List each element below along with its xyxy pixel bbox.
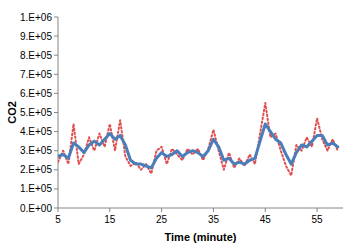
y-tick-label: 4.E+05 xyxy=(20,126,52,137)
y-tick-label: 8.E+05 xyxy=(20,50,52,61)
line-series xyxy=(58,103,338,176)
y-tick-label: 1.E+06 xyxy=(20,12,52,23)
y-tick xyxy=(54,36,58,37)
x-axis-title: Time (minute) xyxy=(165,231,237,243)
y-tick xyxy=(54,93,58,94)
y-tick-label: 3.E+05 xyxy=(20,145,52,156)
y-tick-label: 5.E+05 xyxy=(20,107,52,118)
x-tick-label: 55 xyxy=(312,214,324,225)
x-tick xyxy=(317,208,318,212)
y-tick xyxy=(54,131,58,132)
y-tick xyxy=(54,188,58,189)
y-tick xyxy=(54,17,58,18)
plot-area xyxy=(58,103,338,176)
x-tick-label: 35 xyxy=(208,214,220,225)
y-axis-title: CO2 xyxy=(6,101,18,124)
x-tick-label: 15 xyxy=(104,214,116,225)
x-tick xyxy=(161,208,162,212)
x-tick-label: 25 xyxy=(156,214,168,225)
y-tick xyxy=(54,208,58,209)
x-tick xyxy=(213,208,214,212)
y-tick-label: 6.E+05 xyxy=(20,88,52,99)
chart: 0.E+00 1.E+05 2.E+05 3.E+05 4.E+05 5.E+05 6.E+… xyxy=(0,0,353,249)
x-tick-label: 45 xyxy=(260,214,272,225)
x-tick xyxy=(109,208,110,212)
x-tick xyxy=(265,208,266,212)
x-tick xyxy=(58,208,59,212)
y-tick-label: 2.E+05 xyxy=(20,164,52,175)
y-tick xyxy=(54,74,58,75)
y-tick xyxy=(54,169,58,170)
y-tick xyxy=(54,112,58,113)
line-series xyxy=(58,124,338,168)
y-tick-label: 1.E+05 xyxy=(20,183,52,194)
y-tick-label: 9.E+05 xyxy=(20,31,52,42)
y-tick-label: 7.E+05 xyxy=(20,69,52,80)
x-tick-label: 5 xyxy=(55,214,61,225)
x-axis xyxy=(58,208,343,209)
y-tick xyxy=(54,150,58,151)
y-tick xyxy=(54,55,58,56)
y-tick-label: 0.E+00 xyxy=(20,203,52,214)
